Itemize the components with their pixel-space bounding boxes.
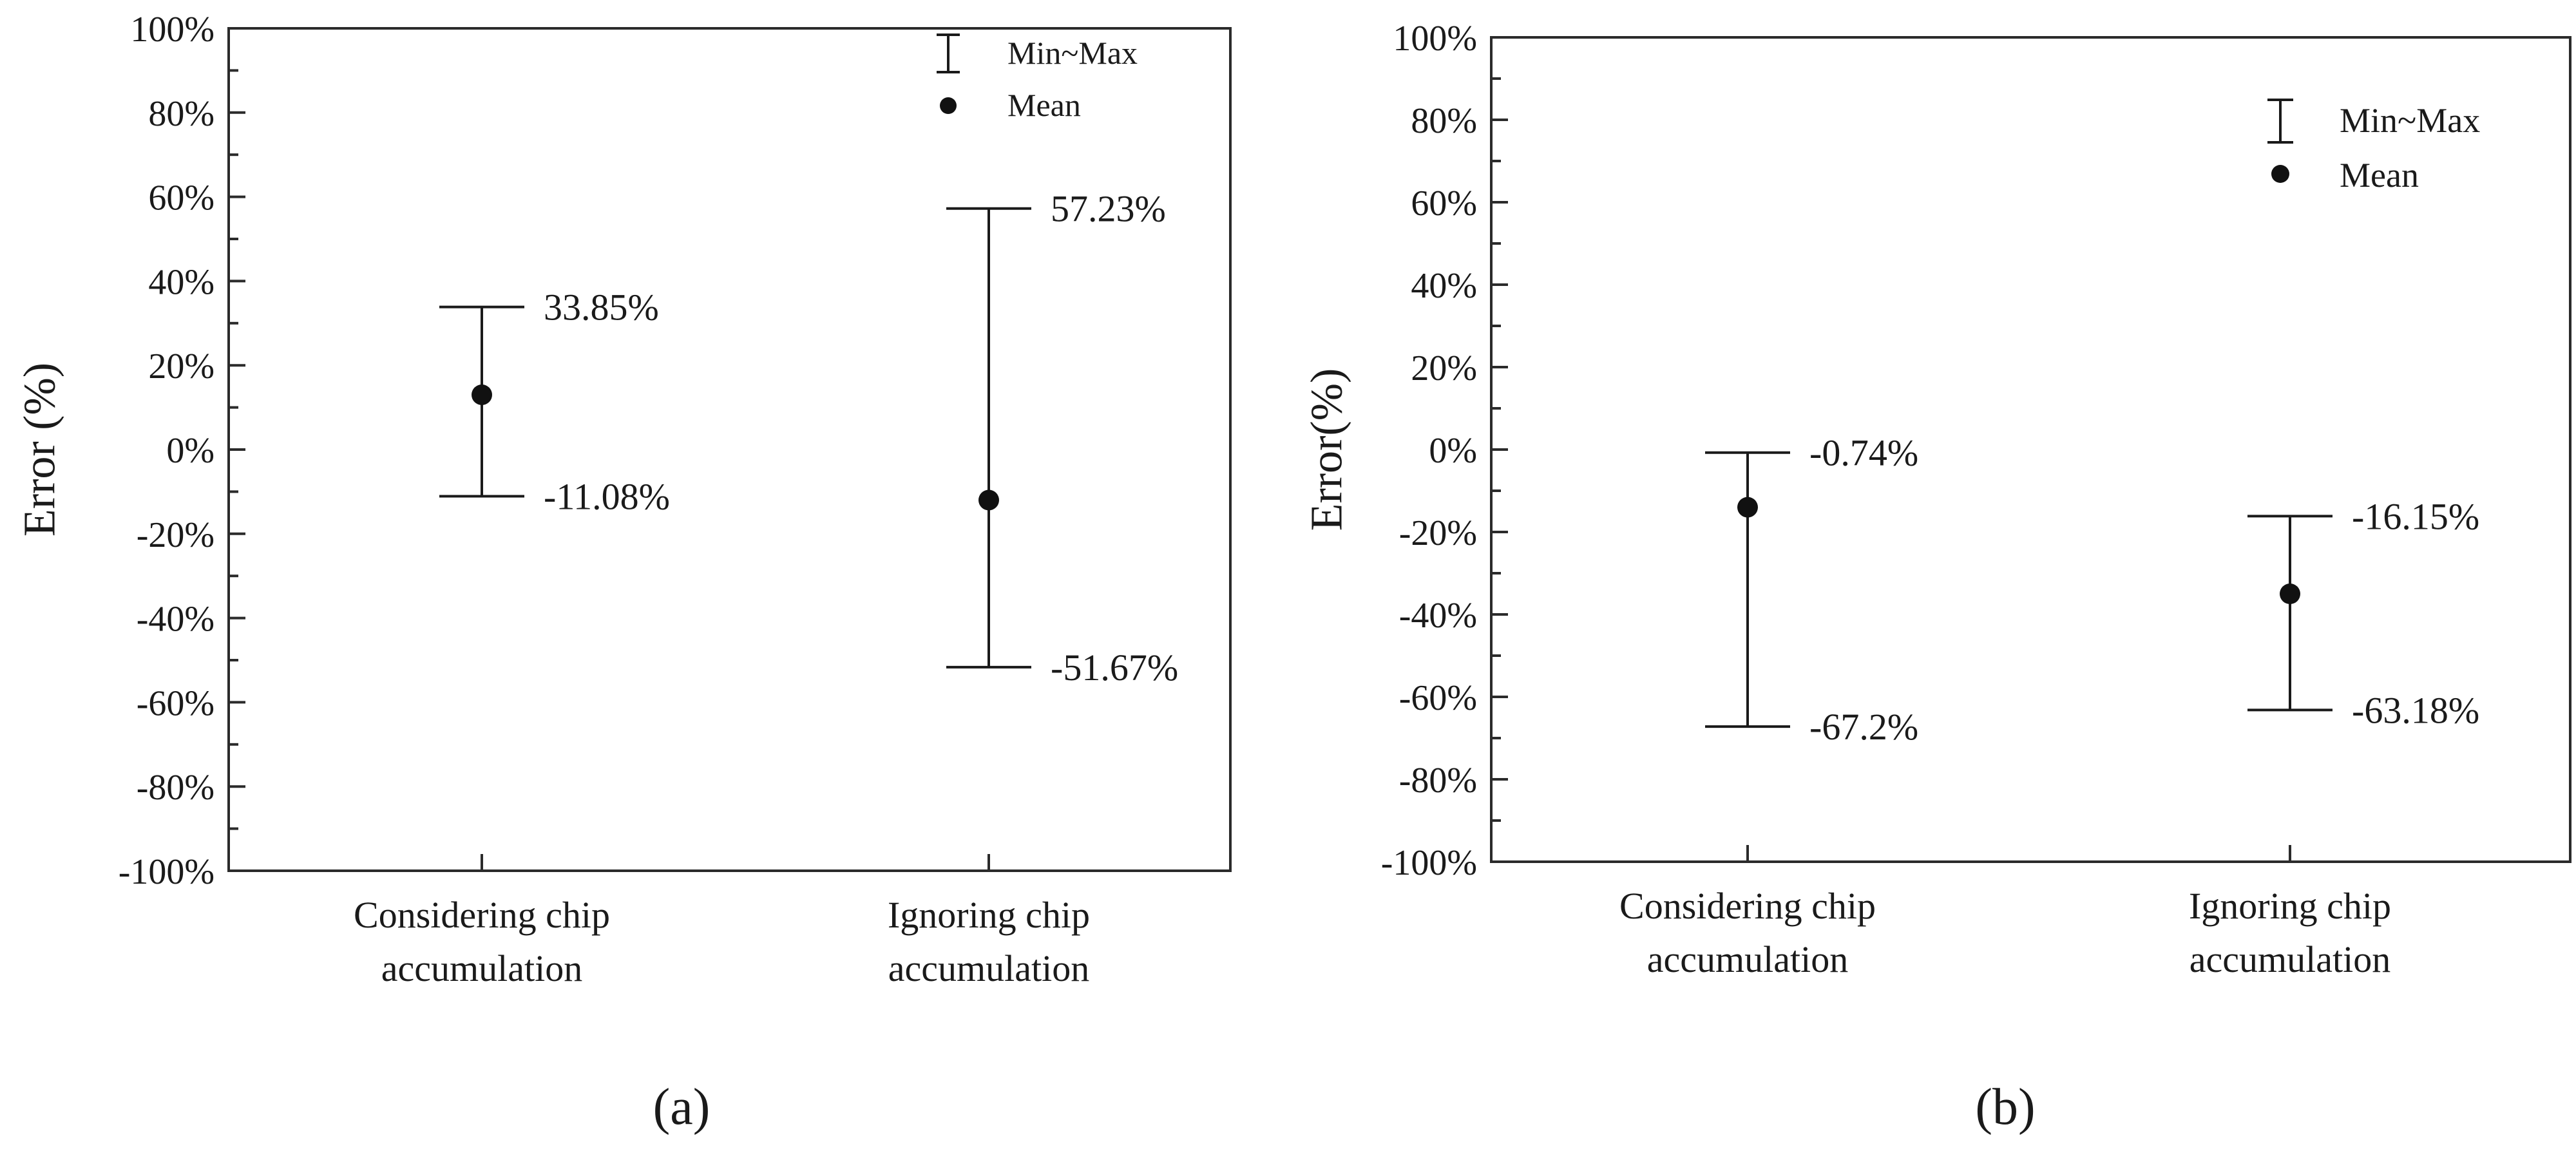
min-value-label: -51.67% — [1051, 647, 1178, 688]
y-tick-label: -60% — [1399, 678, 1477, 718]
mean-point — [1737, 497, 1758, 518]
y-tick-label: 0% — [1429, 431, 1477, 471]
y-tick-label: 100% — [130, 10, 215, 50]
mean-point — [2280, 584, 2300, 604]
y-tick-label: 40% — [1411, 266, 1477, 306]
legend-range-label: Min~Max — [2340, 101, 2480, 140]
plot-frame — [227, 27, 1232, 872]
y-tick-label: 80% — [148, 94, 215, 134]
x-category-label: accumulation — [1647, 938, 1848, 980]
chart-panel-a: -100% -80% -60% -40% -20% 0% 20% 40% 60% 80% 100% E… — [15, 10, 1232, 1135]
y-axis-label: Error(%) — [1302, 368, 1352, 531]
x-category-label: Considering chip — [354, 894, 610, 936]
y-tick-label: -100% — [119, 852, 215, 892]
min-value-label: -67.2% — [1809, 706, 1918, 748]
y-tick-label: -100% — [1381, 843, 1477, 883]
chart-panel-b: -100% -80% -60% -40% -20% 0% 20% 40% 60% 80% 100% E… — [1302, 19, 2571, 1135]
y-tick-label: -20% — [137, 515, 215, 555]
y-tick-label: -20% — [1399, 513, 1477, 553]
legend: Min~Max Mean — [2267, 99, 2480, 195]
y-tick-label: 100% — [1393, 19, 1477, 59]
x-category-label: Considering chip — [1619, 885, 1876, 927]
x-category-label: Ignoring chip — [888, 894, 1090, 936]
y-tick-label: -80% — [1399, 761, 1477, 801]
max-value-label: -0.74% — [1809, 432, 1918, 474]
y-axis-label: Error (%) — [15, 363, 65, 537]
y-tick-label: 40% — [148, 262, 215, 302]
min-value-label: -11.08% — [544, 475, 670, 517]
y-tick-label: -60% — [137, 683, 215, 723]
legend: Min~Max Mean — [937, 33, 1138, 123]
y-tick-label: 0% — [166, 431, 215, 471]
y-tick-label: -80% — [137, 768, 215, 808]
legend-mean-label: Mean — [1007, 87, 1081, 123]
max-value-label: -16.15% — [2352, 495, 2479, 537]
max-value-label: 57.23% — [1051, 188, 1166, 230]
y-tick-label: 60% — [1411, 184, 1477, 223]
y-tick-label: 80% — [1411, 101, 1477, 141]
x-category-label: Ignoring chip — [2189, 885, 2391, 927]
panel-caption: (b) — [1975, 1079, 2035, 1135]
x-category-label: accumulation — [888, 947, 1089, 989]
y-tick-label: 20% — [1411, 348, 1477, 388]
legend-mean-icon — [2271, 165, 2289, 183]
y-tick-label: -40% — [137, 600, 215, 640]
min-value-label: -63.18% — [2352, 689, 2479, 731]
panel-caption: (a) — [653, 1079, 711, 1135]
legend-range-label: Min~Max — [1007, 35, 1138, 71]
mean-point — [978, 489, 999, 511]
max-value-label: 33.85% — [544, 287, 659, 328]
mean-point — [472, 384, 492, 405]
y-tick-label: 20% — [148, 347, 215, 386]
legend-mean-icon — [940, 97, 957, 114]
legend-mean-label: Mean — [2340, 156, 2419, 195]
x-category-label: accumulation — [2190, 938, 2390, 980]
x-category-label: accumulation — [381, 947, 582, 989]
y-tick-label: 60% — [148, 178, 215, 218]
y-tick-label: -40% — [1399, 596, 1477, 636]
